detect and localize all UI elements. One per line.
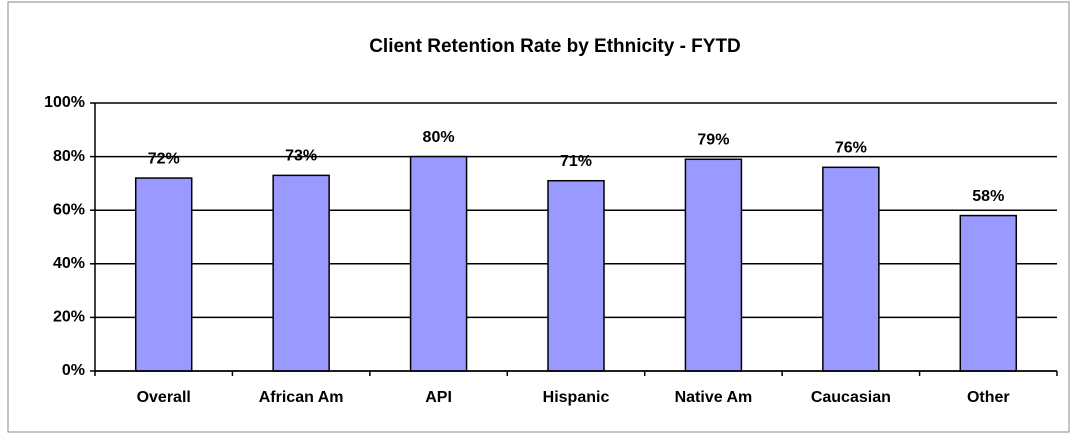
bar xyxy=(134,177,193,372)
bar xyxy=(547,179,605,372)
bar xyxy=(409,155,468,372)
y-tick-label: 60% xyxy=(53,201,85,218)
data-label: 76% xyxy=(835,140,867,157)
y-tick-label: 40% xyxy=(53,255,85,272)
data-label: 58% xyxy=(972,188,1004,205)
data-label: 73% xyxy=(285,148,317,165)
y-tick-label: 0% xyxy=(62,362,85,379)
x-tick-label: Overall xyxy=(137,389,191,406)
data-label: 80% xyxy=(423,129,455,146)
bar xyxy=(272,174,330,372)
data-label: 71% xyxy=(560,153,592,170)
x-tick-label: Hispanic xyxy=(543,389,610,406)
x-tick-label: Caucasian xyxy=(811,389,891,406)
y-tick-label: 100% xyxy=(44,94,85,111)
data-label: 79% xyxy=(697,131,729,148)
x-tick-label: African Am xyxy=(259,389,344,406)
bar xyxy=(959,214,1018,372)
x-tick-label: API xyxy=(425,389,452,406)
y-tick-label: 80% xyxy=(53,148,85,165)
y-tick-label: 20% xyxy=(53,309,85,326)
bar xyxy=(822,166,880,372)
x-tick-label: Other xyxy=(967,389,1010,406)
bar xyxy=(684,158,743,372)
x-tick-label: Native Am xyxy=(675,389,753,406)
data-label: 72% xyxy=(148,150,180,167)
chart-title: Client Retention Rate by Ethnicity - FYT… xyxy=(369,36,741,57)
